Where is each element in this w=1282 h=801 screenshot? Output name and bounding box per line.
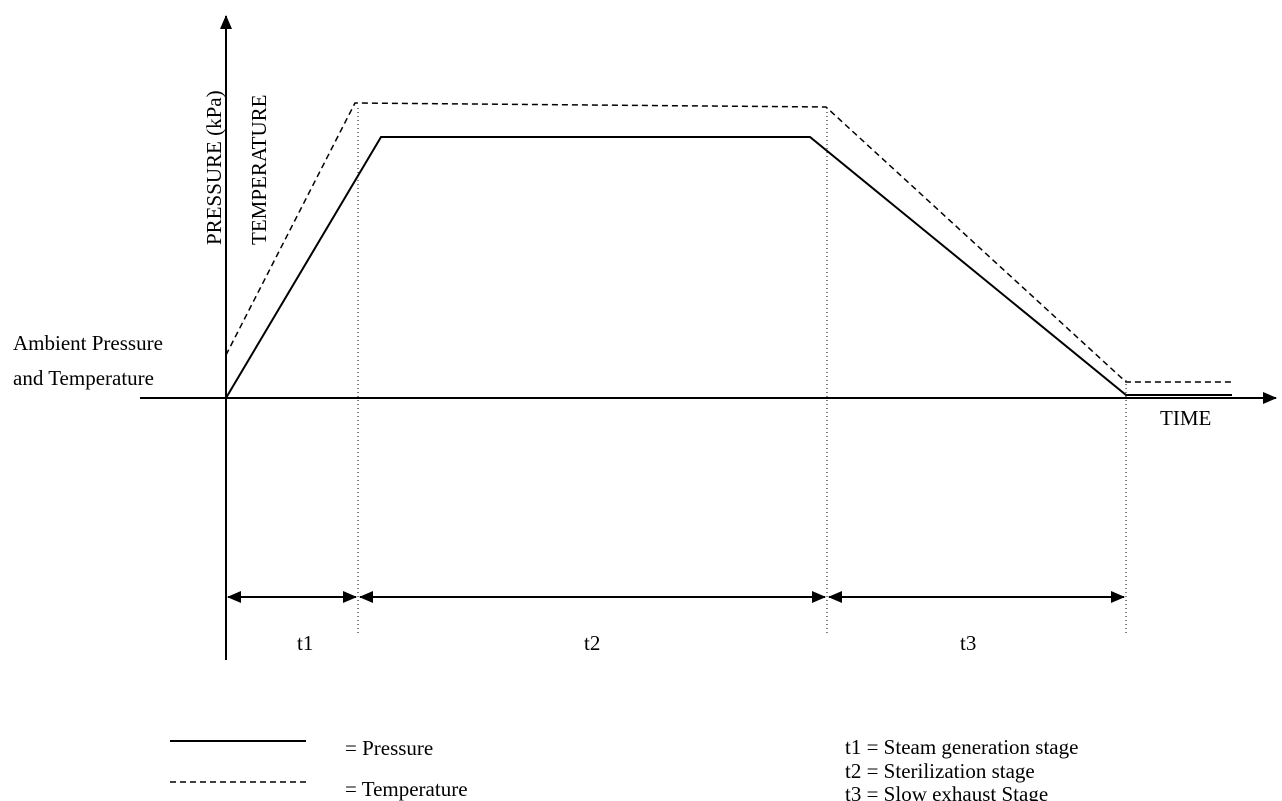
- pressure-series-line: [225, 136, 1232, 399]
- stage-label-t1: t1: [297, 631, 313, 655]
- ambient-label-line2: and Temperature: [13, 366, 154, 390]
- legend-temperature-label: = Temperature: [345, 777, 468, 801]
- legend-pressure-label: = Pressure: [345, 736, 433, 760]
- stage-note-t2: t2 = Sterilization stage: [845, 759, 1035, 783]
- stage-note-t1: t1 = Steam generation stage: [845, 735, 1078, 759]
- x-axis-label: TIME: [1160, 406, 1211, 430]
- y-axis-label-temperature: TEMPERATURE: [247, 94, 271, 245]
- temperature-series-line: [225, 102, 1232, 383]
- y-axis-label-pressure: PRESSURE (kPa): [202, 90, 226, 245]
- ambient-label-line1: Ambient Pressure: [13, 331, 163, 355]
- stage-label-t2: t2: [584, 631, 600, 655]
- stage-label-t3: t3: [960, 631, 976, 655]
- stage-note-t3: t3 = Slow exhaust Stage: [845, 782, 1048, 801]
